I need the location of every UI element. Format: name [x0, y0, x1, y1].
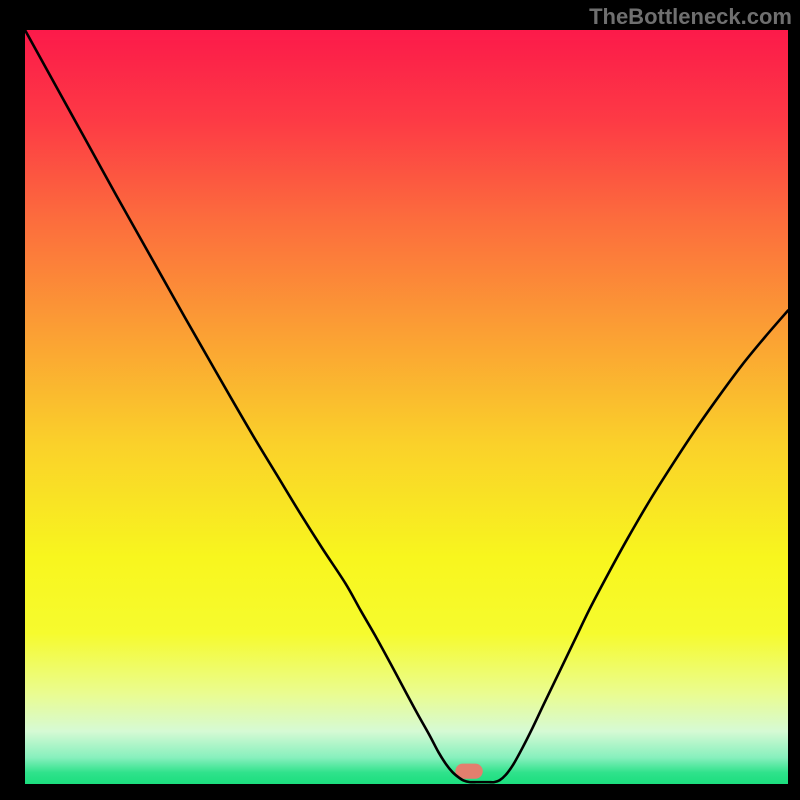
chart-container: TheBottleneck.com [0, 0, 800, 800]
bottleneck-curve [25, 30, 788, 782]
curve-layer [25, 30, 788, 784]
watermark-text: TheBottleneck.com [589, 4, 792, 30]
plot-area [25, 30, 788, 784]
